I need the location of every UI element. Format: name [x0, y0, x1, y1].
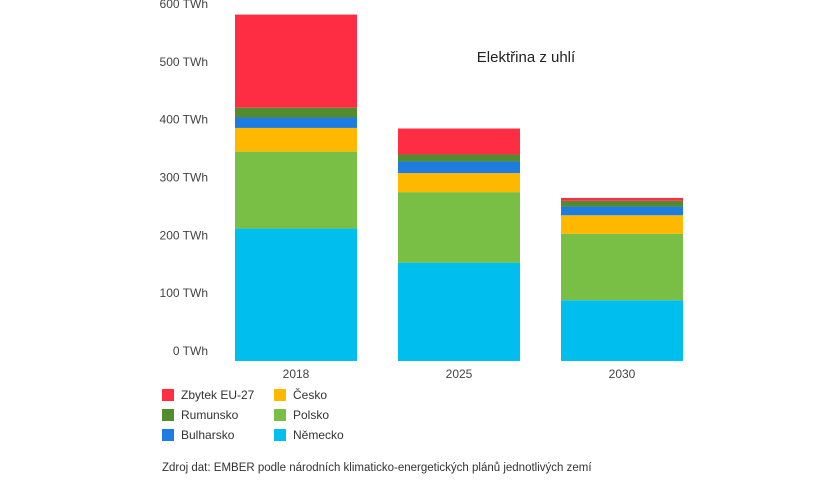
bar-segment: [235, 117, 357, 128]
y-tick-label: 500 TWh: [160, 55, 208, 69]
legend-item: Bulharsko: [162, 426, 234, 444]
legend-swatch: [162, 409, 174, 421]
legend-swatch: [274, 389, 286, 401]
bar-segment: [398, 173, 520, 193]
y-tick-label: 600 TWh: [160, 0, 208, 11]
legend-item: Německo: [274, 426, 344, 444]
y-axis: 0 TWh 100 TWh 200 TWh 300 TWh 400 TWh 500 TWh…: [160, 0, 208, 358]
x-tick-label: 2018: [283, 367, 310, 381]
bar-segment: [398, 192, 520, 263]
bar-segment: [235, 151, 357, 229]
y-tick-label: 100 TWh: [160, 286, 208, 300]
bar-segment: [561, 200, 683, 207]
bar-group: [235, 14, 683, 361]
bar-segment: [398, 161, 520, 174]
legend-label: Polsko: [293, 408, 330, 422]
bar-segment: [398, 262, 520, 361]
legend-swatch: [274, 429, 286, 441]
bar-segment: [398, 154, 520, 162]
legend-label: Zbytek EU-27: [181, 388, 255, 402]
legend-item: Zbytek EU-27: [162, 386, 254, 404]
bar-segment: [235, 228, 357, 361]
x-tick-label: 2025: [446, 367, 473, 381]
y-tick-label: 0 TWh: [173, 344, 208, 358]
y-tick-label: 300 TWh: [160, 171, 208, 185]
legend-swatch: [162, 429, 174, 441]
chart-title: Elektřina z uhlí: [477, 49, 576, 66]
legend-swatch: [162, 389, 174, 401]
bar-segment: [235, 127, 357, 152]
legend-item: Česko: [274, 386, 327, 404]
y-tick-label: 400 TWh: [160, 113, 208, 127]
bar-segment: [235, 14, 357, 108]
bar-segment: [561, 300, 683, 361]
bar-segment: [561, 215, 683, 234]
source-note: Zdroj dat: EMBER podle národních klimati…: [162, 462, 592, 474]
x-tick-label: 2030: [609, 367, 636, 381]
legend-label: Rumunsko: [181, 408, 239, 422]
legend-item: Rumunsko: [162, 406, 238, 424]
x-axis: 2018 2025 2030: [283, 367, 636, 381]
legend-swatch: [274, 409, 286, 421]
legend-item: Polsko: [274, 406, 329, 424]
legend: Zbytek EU-27 Rumunsko Bulharsko Česko Polsko…: [162, 386, 402, 452]
bar-segment: [235, 107, 357, 118]
y-tick-label: 200 TWh: [160, 228, 208, 242]
legend-label: Německo: [293, 428, 344, 442]
bar-segment: [561, 233, 683, 301]
bar-segment: [561, 197, 683, 201]
legend-label: Bulharsko: [181, 428, 235, 442]
bar-segment: [398, 128, 520, 155]
legend-label: Česko: [293, 388, 328, 402]
bar-segment: [561, 206, 683, 216]
